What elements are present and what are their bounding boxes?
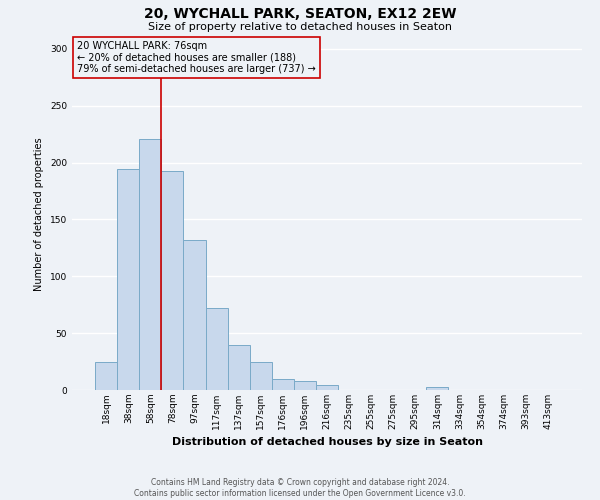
Bar [427, 386, 448, 390]
Bar [95, 362, 117, 390]
Y-axis label: Number of detached properties: Number of detached properties [34, 137, 44, 290]
Text: Contains HM Land Registry data © Crown copyright and database right 2024.
Contai: Contains HM Land Registry data © Crown c… [134, 478, 466, 498]
X-axis label: Distribution of detached houses by size in Seaton: Distribution of detached houses by size … [172, 438, 482, 448]
Bar [272, 378, 294, 390]
Bar [161, 170, 184, 390]
Bar [184, 240, 206, 390]
Text: Size of property relative to detached houses in Seaton: Size of property relative to detached ho… [148, 22, 452, 32]
Bar [139, 138, 161, 390]
Bar [316, 386, 338, 390]
Bar [117, 170, 139, 390]
Bar [227, 344, 250, 390]
Bar [206, 308, 227, 390]
Text: 20, WYCHALL PARK, SEATON, EX12 2EW: 20, WYCHALL PARK, SEATON, EX12 2EW [144, 8, 456, 22]
Bar [250, 362, 272, 390]
Text: 20 WYCHALL PARK: 76sqm
← 20% of detached houses are smaller (188)
79% of semi-de: 20 WYCHALL PARK: 76sqm ← 20% of detached… [77, 41, 316, 74]
Bar [294, 381, 316, 390]
